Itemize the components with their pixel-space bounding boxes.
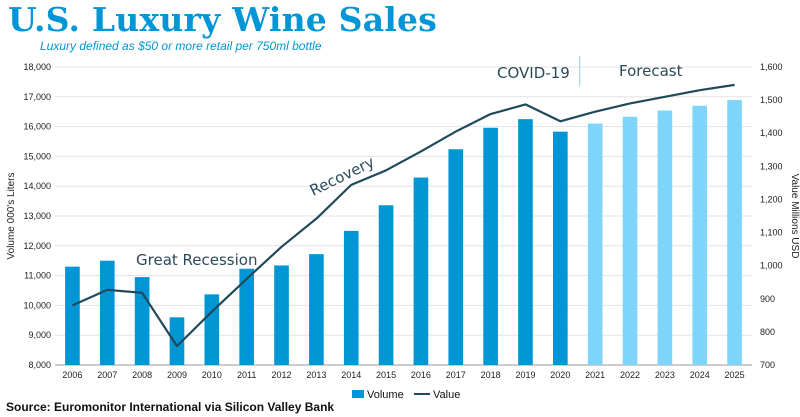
y-right-tick-label: 700: [760, 360, 775, 370]
annotation-great-recession: Great Recession: [136, 251, 257, 269]
y-right-tick-label: 800: [760, 327, 775, 337]
volume-bar: [169, 317, 185, 365]
x-tick-label: 2012: [272, 370, 292, 380]
y-right-tick-label: 1,200: [760, 194, 783, 204]
volume-bar: [587, 123, 603, 366]
volume-bar: [309, 254, 324, 365]
x-tick-label: 2006: [62, 370, 82, 380]
volume-bar: [553, 131, 568, 365]
y-right-tick-label: 1,300: [760, 161, 783, 171]
volume-bar: [378, 205, 394, 365]
volume-bar: [622, 116, 638, 366]
y-left-tick-label: 16,000: [23, 122, 51, 132]
volume-bar: [65, 266, 80, 365]
volume-bar: [657, 110, 673, 366]
x-tick-label: 2011: [237, 370, 256, 380]
annotation-covid: COVID-19: [497, 64, 570, 82]
x-tick-label: 2021: [585, 370, 605, 380]
y-left-tick-label: 15,000: [23, 151, 51, 161]
x-tick-label: 2009: [167, 370, 187, 380]
y-right-tick-label: 1,100: [760, 228, 783, 238]
y-left-tick-label: 9,000: [28, 330, 51, 340]
legend-label-value: Value: [433, 389, 460, 401]
volume-bar: [413, 177, 429, 365]
y-left-tick-label: 10,000: [23, 300, 51, 310]
x-tick-label: 2022: [620, 370, 640, 380]
y-right-axis-title: Value Millions USD: [789, 174, 800, 259]
volume-bar: [239, 268, 254, 365]
x-tick-label: 2008: [132, 370, 152, 380]
volume-bar: [727, 100, 742, 365]
y-right-tick-label: 1,000: [760, 261, 783, 271]
volume-bar: [343, 230, 359, 365]
volume-bar: [448, 149, 464, 365]
y-left-tick-label: 17,000: [23, 92, 51, 102]
value-line: [71, 83, 735, 348]
y-left-axis-title: Volume 000's Liters: [6, 173, 17, 260]
legend-swatch-volume: [352, 390, 364, 398]
volume-bar: [518, 119, 533, 366]
legend-label-volume: Volume: [367, 389, 404, 401]
volume-bar: [483, 127, 498, 366]
y-left-tick-label: 14,000: [23, 181, 51, 191]
y-right-tick-label: 1,600: [760, 62, 783, 72]
chart-source: Source: Euromonitor International via Si…: [6, 400, 335, 414]
volume-bar: [204, 294, 220, 365]
y-right-tick-label: 1,400: [760, 128, 783, 138]
y-left-tick-label: 13,000: [23, 211, 51, 221]
y-left-tick-label: 8,000: [28, 360, 51, 370]
volume-bar: [692, 105, 708, 366]
x-tick-label: 2018: [481, 370, 501, 380]
y-right-tick-label: 900: [760, 294, 775, 304]
y-left-tick-label: 11,000: [24, 271, 51, 281]
volume-bar: [134, 277, 150, 365]
x-tick-label: 2023: [655, 370, 675, 380]
chart-title: U.S. Luxury Wine Sales: [8, 0, 438, 39]
x-tick-label: 2025: [725, 370, 745, 380]
volume-bar: [274, 265, 289, 365]
x-tick-label: 2024: [690, 370, 710, 380]
x-tick-label: 2010: [202, 370, 222, 380]
y-right-tick-label: 1,500: [760, 95, 783, 105]
x-tick-label: 2013: [306, 370, 326, 380]
x-tick-label: 2017: [446, 370, 466, 380]
chart-subtitle: Luxury defined as $50 or more retail per…: [40, 39, 322, 53]
x-tick-label: 2020: [550, 370, 570, 380]
x-tick-label: 2016: [411, 370, 431, 380]
x-tick-label: 2019: [515, 370, 535, 380]
x-tick-label: 2015: [376, 370, 396, 380]
volume-bar: [99, 260, 115, 365]
x-tick-label: 2014: [341, 370, 361, 380]
y-left-tick-label: 18,000: [23, 62, 51, 72]
annotation-forecast: Forecast: [619, 62, 683, 80]
y-left-tick-label: 12,000: [23, 241, 51, 251]
x-tick-label: 2007: [97, 370, 117, 380]
